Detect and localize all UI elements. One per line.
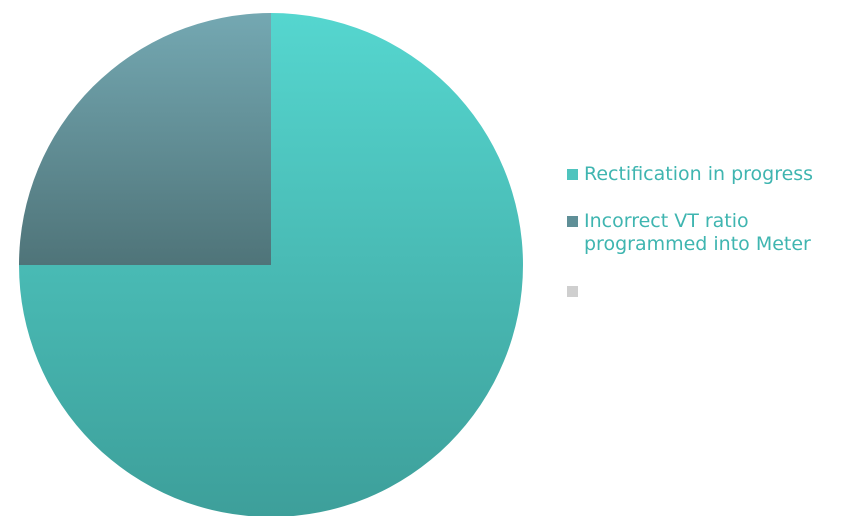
legend-swatch-rectification — [567, 169, 578, 180]
chart-legend: Rectification in progress Incorrect VT r… — [567, 163, 841, 297]
legend-swatch-incorrect-vt-ratio — [567, 216, 578, 227]
legend-item-rectification: Rectification in progress — [567, 163, 841, 186]
legend-item-empty — [567, 280, 841, 297]
legend-item-incorrect-vt-ratio: Incorrect VT ratio programmed into Meter — [567, 210, 841, 256]
pie-slice-1 — [19, 13, 271, 265]
legend-label-incorrect-vt-ratio: Incorrect VT ratio programmed into Meter — [584, 210, 811, 255]
legend-swatch-empty — [567, 286, 578, 297]
pie-slices — [19, 13, 523, 516]
legend-label-rectification: Rectification in progress — [584, 163, 814, 185]
